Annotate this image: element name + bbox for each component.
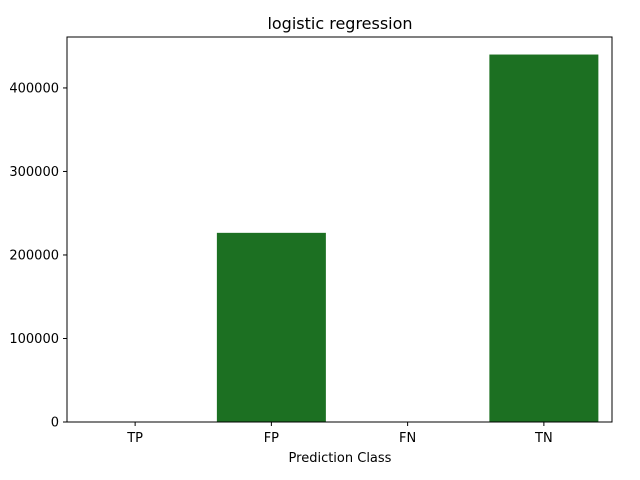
- y-tick-label: 200000: [9, 248, 59, 263]
- x-tick-label: TN: [534, 431, 553, 446]
- y-tick-label: 0: [51, 416, 59, 431]
- y-tick-label: 300000: [9, 165, 59, 180]
- x-tick-label: FP: [264, 431, 279, 446]
- bar-fp: [216, 232, 326, 422]
- x-tick-label: TP: [126, 431, 143, 446]
- y-tick-label: 100000: [9, 332, 59, 347]
- chart-title: logistic regression: [267, 14, 412, 33]
- x-axis-ticks: TP FP FN TN: [126, 422, 553, 446]
- x-axis-title: Prediction Class: [289, 451, 392, 466]
- x-tick-label: FN: [399, 431, 416, 446]
- plot-frame: [66, 36, 613, 423]
- bars-group: [216, 54, 599, 422]
- bar-tn: [489, 54, 599, 422]
- y-tick-label: 400000: [9, 81, 59, 96]
- y-axis-ticks: 0 100000 200000 300000 400000: [9, 81, 67, 431]
